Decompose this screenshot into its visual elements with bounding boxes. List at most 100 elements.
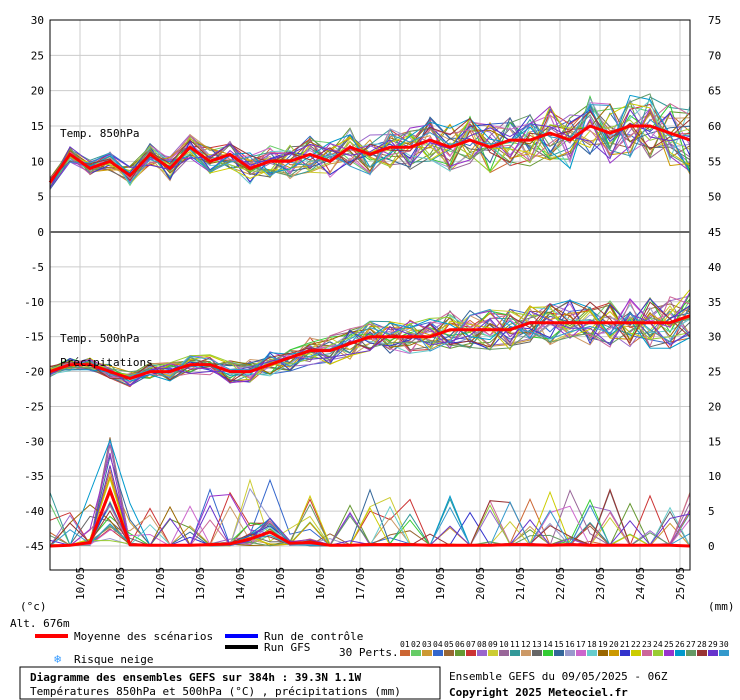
pert-swatch	[543, 650, 553, 656]
pert-number: 13	[532, 640, 542, 649]
pert-swatch	[642, 650, 652, 656]
legend-snow-label: Risque neige	[74, 653, 153, 666]
panel-title-500: Temp. 500hPa	[60, 332, 139, 345]
pert-number: 21	[620, 640, 630, 649]
pert-number: 22	[631, 640, 641, 649]
pert-500-line	[49, 293, 691, 380]
left-axis-ticks: 30 25 20 15 10 5 0 -5 -10 -15 -20 -25 -30 -35 -40 -45	[24, 14, 44, 553]
left-tick-label: 10	[31, 155, 44, 168]
x-tick-label: 23/05	[594, 567, 607, 600]
right-tick-label: 40	[708, 261, 721, 274]
title-line-1: Diagramme des ensembles GEFS sur 384h : …	[30, 671, 362, 684]
left-tick-label: -20	[24, 366, 44, 379]
x-axis-ticks: 10/05 11/05 12/05 13/05 14/05 15/05 16/05 17/05…	[74, 567, 687, 600]
x-tick-label: 24/05	[634, 567, 647, 600]
mean-precip-line	[49, 485, 691, 548]
pert-number: 20	[609, 640, 619, 649]
left-tick-label: -45	[24, 540, 44, 553]
legend-control-label: Run de contrôle	[264, 630, 363, 643]
pert-swatch	[499, 650, 509, 656]
title-box	[19, 666, 441, 700]
pert-swatch	[620, 650, 630, 656]
right-tick-label: 70	[708, 49, 721, 62]
pert-swatch	[631, 650, 641, 656]
pert-swatch	[433, 650, 443, 656]
pert-850-line	[49, 93, 691, 182]
x-tick-label: 10/05	[74, 567, 87, 600]
pert-850-line	[49, 108, 691, 189]
pert-number: 17	[576, 640, 586, 649]
title-line-2: Températures 850hPa et 500hPa (°C) , pré…	[30, 685, 401, 698]
pert-swatch	[466, 650, 476, 656]
pert-number: 07	[466, 640, 476, 649]
x-tick-label: 14/05	[234, 567, 247, 600]
left-tick-label: -30	[24, 435, 44, 448]
left-tick-label: -5	[31, 261, 44, 274]
left-tick-label: 5	[37, 191, 44, 204]
copyright: Copyright 2025 Meteociel.fr	[449, 686, 628, 699]
x-tick-label: 22/05	[554, 567, 567, 600]
pert-swatch	[609, 650, 619, 656]
x-tick-label: 15/05	[274, 567, 287, 600]
pert-850-line	[49, 104, 691, 184]
pert-850-line	[49, 110, 691, 182]
right-tick-label: 55	[708, 155, 721, 168]
pert-precip-line	[49, 452, 691, 547]
pert-swatch	[576, 650, 586, 656]
right-tick-label: 65	[708, 85, 721, 98]
pert-swatch	[697, 650, 707, 656]
pert-swatch	[587, 650, 597, 656]
grid	[50, 19, 690, 570]
x-tick-label: 11/05	[114, 567, 127, 600]
pert-number: 05	[444, 640, 454, 649]
pert-swatch	[477, 650, 487, 656]
pert-swatch	[444, 650, 454, 656]
pert-swatch	[675, 650, 685, 656]
pert-swatch	[554, 650, 564, 656]
main-lines	[48, 124, 691, 548]
pert-number: 18	[587, 640, 597, 649]
x-tick-label: 19/05	[434, 567, 447, 600]
right-tick-label: 5	[708, 505, 715, 518]
pert-number: 04	[433, 640, 443, 649]
pert-number: 16	[565, 640, 575, 649]
pert-swatch	[598, 650, 608, 656]
x-tick-label: 18/05	[394, 567, 407, 600]
pert-swatch	[400, 650, 410, 656]
pert-number: 27	[686, 640, 696, 649]
right-tick-label: 30	[708, 331, 721, 344]
x-tick-label: 25/05	[674, 567, 687, 600]
pert-swatch	[532, 650, 542, 656]
right-tick-label: 20	[708, 400, 721, 413]
right-tick-label: 25	[708, 366, 721, 379]
x-tick-label: 20/05	[474, 567, 487, 600]
right-tick-label: 50	[708, 191, 721, 204]
pert-number: 15	[554, 640, 564, 649]
pert-number: 19	[598, 640, 608, 649]
left-tick-label: 15	[31, 120, 44, 133]
x-tick-label: 17/05	[354, 567, 367, 600]
pert-number: 24	[653, 640, 663, 649]
plot-frame	[49, 19, 691, 571]
pert-swatch	[488, 650, 498, 656]
mean-500-line	[49, 314, 691, 381]
pert-swatch	[521, 650, 531, 656]
pert-number: 01	[400, 640, 410, 649]
pert-precip-line	[49, 444, 691, 547]
pert-swatch	[686, 650, 696, 656]
right-unit-label: (mm)	[708, 600, 735, 613]
left-tick-label: 30	[31, 14, 44, 27]
right-tick-label: 0	[708, 540, 715, 553]
right-tick-label: 60	[708, 120, 721, 133]
left-tick-label: 0	[37, 226, 44, 239]
snowflake-icon: ❄	[54, 652, 61, 666]
panel-title-precip: Précipitations	[60, 356, 153, 369]
pert-precip-line	[49, 491, 691, 547]
legend-gfs-label: Run GFS	[264, 641, 310, 654]
pert-number: 26	[675, 640, 685, 649]
x-tick-label: 16/05	[314, 567, 327, 600]
pert-swatch	[455, 650, 465, 656]
pert-number: 25	[664, 640, 674, 649]
altitude-label: Alt. 676m	[10, 617, 70, 630]
